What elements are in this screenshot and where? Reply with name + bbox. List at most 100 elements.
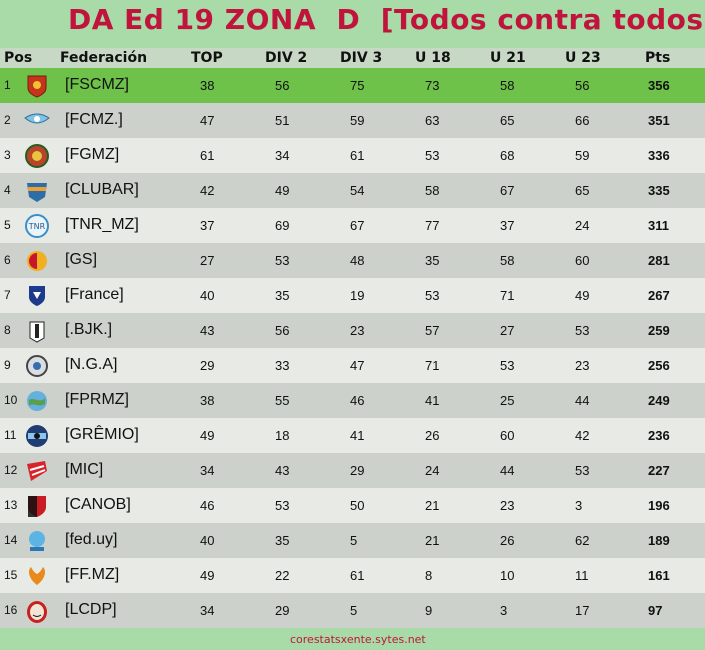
row-federation: [GRÊMIO]: [65, 426, 139, 443]
row-div3: 5: [350, 603, 358, 618]
globe-crest-icon: [27, 391, 47, 411]
header-pts: Pts: [645, 50, 671, 66]
row-u23: 44: [575, 393, 590, 408]
row-u18: 63: [425, 113, 440, 128]
row-top: 34: [200, 463, 215, 478]
table-row: 14 [fed.uy] 40 35 5 21 26 62 189: [0, 523, 705, 558]
row-u18: 57: [425, 323, 440, 338]
row-div2: 49: [275, 183, 290, 198]
table-row: 13 [CANOB] 46 53 50 21 23 3 196: [0, 488, 705, 523]
header-top: TOP: [191, 50, 223, 66]
row-top: 61: [200, 148, 215, 163]
row-u23: 49: [575, 288, 590, 303]
row-u21: 25: [500, 393, 515, 408]
row-top: 27: [200, 253, 215, 268]
row-federation: [GS]: [65, 251, 98, 268]
row-federation: [TNR_MZ]: [65, 216, 139, 233]
row-div3: 59: [350, 113, 365, 128]
row-top: 29: [200, 358, 215, 373]
row-u23: 11: [575, 568, 589, 583]
row-u23: 24: [575, 218, 590, 233]
row-u21: 26: [500, 533, 515, 548]
row-position: 7: [4, 288, 11, 302]
row-u21: 67: [500, 183, 515, 198]
row-u18: 21: [425, 533, 440, 548]
france-shield-icon: [29, 286, 45, 306]
row-u21: 44: [500, 463, 515, 478]
row-top: 38: [200, 393, 215, 408]
row-position: 3: [4, 148, 11, 162]
red-stripe-crest-icon: [27, 461, 47, 481]
row-u18: 73: [425, 78, 440, 93]
row-position: 8: [4, 323, 11, 337]
row-position: 13: [4, 498, 18, 512]
table-row: 16 [LCDP] 34 29 5 9 3 17 97: [0, 593, 705, 628]
row-u21: 68: [500, 148, 515, 163]
row-div3: 46: [350, 393, 365, 408]
header-u18: U 18: [415, 50, 451, 66]
row-top: 40: [200, 288, 215, 303]
row-u23: 53: [575, 323, 590, 338]
footer-link[interactable]: corestatsxente.sytes.net: [290, 633, 426, 646]
row-top: 47: [200, 113, 215, 128]
table-row: 1 [FSCMZ] 38 56 75 73 58 56 356: [0, 68, 705, 103]
row-points: 97: [648, 603, 663, 618]
table-row: 11 [GRÊMIO] 49 18 41 26 60 42 236: [0, 418, 705, 453]
row-position: 15: [4, 568, 18, 582]
row-u21: 53: [500, 358, 515, 373]
row-position: 10: [4, 393, 18, 407]
row-top: 40: [200, 533, 215, 548]
row-points: 161: [648, 568, 670, 583]
row-div3: 47: [350, 358, 365, 373]
row-position: 6: [4, 253, 11, 267]
row-federation: [FPRMZ]: [65, 391, 129, 408]
row-div2: 22: [275, 568, 290, 583]
row-u21: 23: [500, 498, 515, 513]
row-federation: [France]: [65, 286, 124, 303]
row-points: 336: [648, 148, 670, 163]
uruguay-crest-icon: [29, 531, 45, 551]
row-div2: 43: [275, 463, 290, 478]
table-row: 2 [FCMZ.] 47 51 59 63 65 66 351: [0, 103, 705, 138]
dali-mask-icon: [27, 601, 47, 623]
row-points: 256: [648, 358, 670, 373]
header-federation: Federación: [60, 50, 148, 66]
row-u21: 3: [500, 603, 508, 618]
header-div2: DIV 2: [265, 50, 308, 66]
header-u21: U 21: [490, 50, 526, 66]
round-ornate-crest-icon: [25, 144, 49, 168]
row-div2: 55: [275, 393, 290, 408]
title-bar: DA Ed 19 ZONA D [Todos contra todos]: [0, 0, 705, 48]
row-div2: 29: [275, 603, 290, 618]
row-div3: 23: [350, 323, 365, 338]
row-points: 351: [648, 113, 670, 128]
row-u23: 53: [575, 463, 590, 478]
row-u18: 41: [425, 393, 440, 408]
table-row: 15 [FF.MZ] 49 22 61 8 10 11 161: [0, 558, 705, 593]
row-points: 356: [648, 78, 670, 93]
row-position: 5: [4, 218, 11, 232]
row-top: 37: [200, 218, 215, 233]
row-top: 42: [200, 183, 215, 198]
row-u18: 8: [425, 568, 433, 583]
row-u21: 58: [500, 78, 515, 93]
row-u23: 62: [575, 533, 590, 548]
orange-blue-crest-icon: [27, 183, 47, 202]
row-top: 43: [200, 323, 215, 338]
row-u21: 27: [500, 323, 515, 338]
row-u18: 24: [425, 463, 440, 478]
row-div3: 54: [350, 183, 365, 198]
row-u21: 65: [500, 113, 515, 128]
row-div2: 34: [275, 148, 290, 163]
row-div2: 53: [275, 253, 290, 268]
row-points: 227: [648, 463, 670, 478]
row-points: 335: [648, 183, 670, 198]
row-u18: 26: [425, 428, 440, 443]
row-div3: 67: [350, 218, 365, 233]
row-div2: 33: [275, 358, 290, 373]
row-federation: [N.G.A]: [65, 356, 118, 373]
row-div2: 35: [275, 533, 290, 548]
row-points: 311: [648, 218, 669, 233]
row-u23: 60: [575, 253, 590, 268]
row-div3: 75: [350, 78, 365, 93]
